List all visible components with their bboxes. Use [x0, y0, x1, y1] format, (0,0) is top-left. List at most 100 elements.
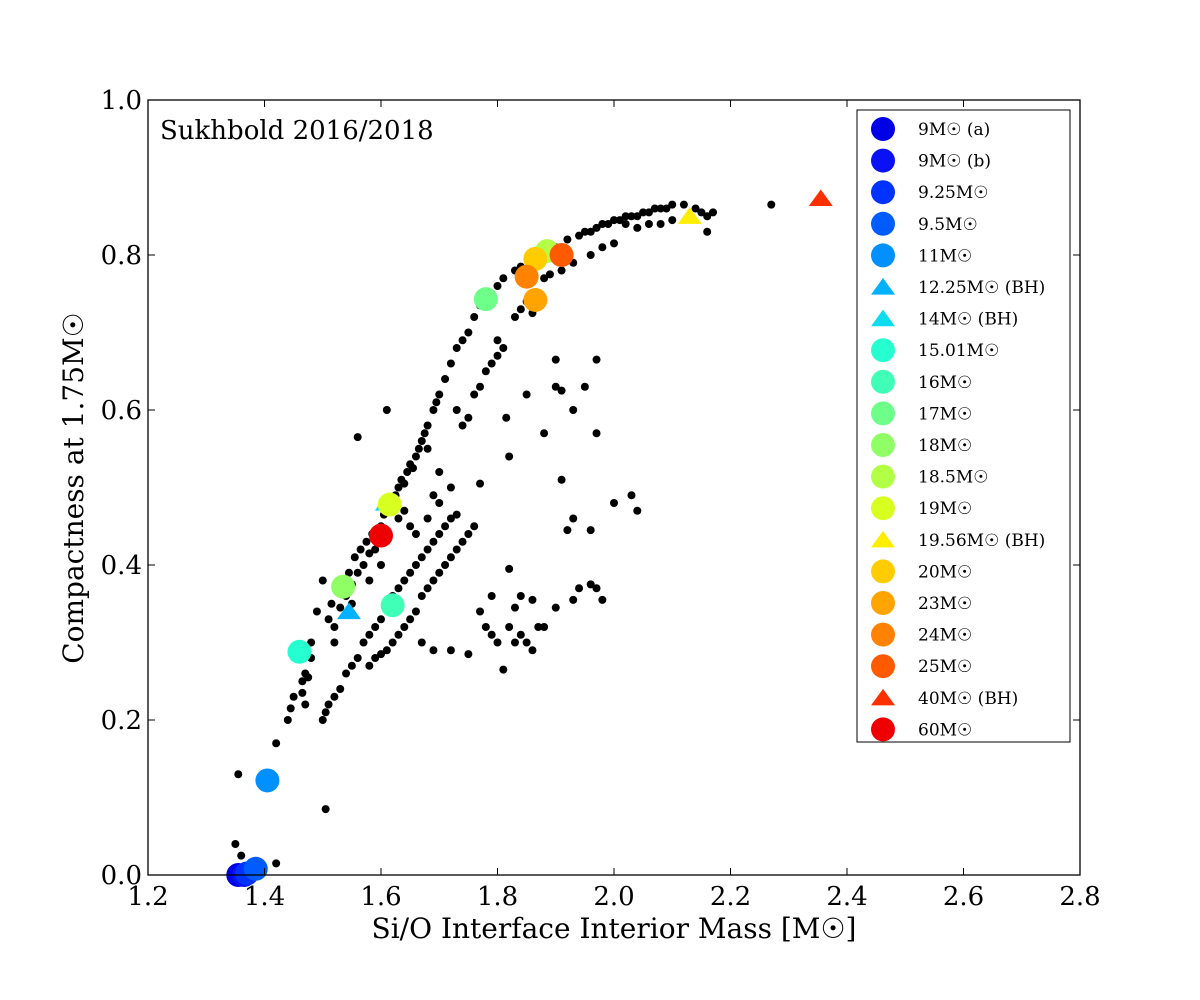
background-point: [557, 266, 566, 275]
background-point: [703, 227, 712, 236]
series-point-40m-bh: [808, 189, 833, 207]
background-point: [347, 661, 356, 670]
background-point: [580, 382, 589, 391]
background-point: [499, 344, 508, 352]
background-point: [362, 537, 371, 546]
background-point: [493, 638, 502, 647]
background-point: [359, 561, 368, 569]
background-point: [662, 204, 671, 213]
background-point: [598, 595, 607, 604]
series-point-60m: [369, 523, 393, 548]
x-tick-label: 2.8: [1059, 882, 1100, 912]
background-point: [621, 212, 630, 221]
background-point: [417, 592, 426, 600]
background-point: [650, 204, 659, 213]
background-point: [505, 564, 514, 573]
background-point: [377, 650, 385, 659]
background-point: [627, 491, 636, 500]
series-point-25m: [549, 243, 574, 267]
legend-marker-20m: [871, 559, 895, 584]
background-point: [371, 545, 380, 554]
x-tick-label: 1.8: [477, 882, 518, 912]
background-point: [470, 313, 479, 321]
background-point: [592, 584, 601, 593]
series-point-15.01m: [287, 639, 312, 664]
legend-label: 60M☉: [918, 720, 972, 740]
background-point: [394, 584, 403, 593]
background-point: [592, 223, 601, 232]
background-point: [435, 530, 444, 538]
legend-marker-9m-a: [871, 117, 895, 141]
legend-label: 16M☉: [918, 373, 972, 393]
background-point: [551, 355, 560, 364]
legend-label: 19.56M☉ (BH): [918, 531, 1045, 551]
y-tick-label: 0.6: [101, 396, 142, 426]
background-point: [458, 537, 467, 546]
background-point: [502, 413, 511, 422]
background-point: [639, 208, 648, 217]
background-point: [353, 433, 362, 442]
background-point: [324, 700, 333, 709]
background-point: [633, 212, 642, 221]
background-point: [586, 580, 595, 589]
legend-marker-23m: [871, 591, 895, 615]
background-point: [283, 716, 292, 724]
background-point: [481, 367, 490, 376]
background-point: [487, 592, 496, 600]
legend-label: 15.01M☉: [918, 341, 999, 361]
background-point: [557, 475, 566, 484]
legend-marker-40m-bh: [871, 688, 895, 706]
background-point: [487, 359, 496, 368]
legend-label: 23M☉: [918, 594, 972, 614]
background-point: [615, 216, 624, 225]
background-point: [644, 208, 653, 217]
legend-marker-60m: [871, 717, 895, 742]
background-point: [516, 630, 525, 639]
background-point: [411, 607, 420, 616]
background-point: [656, 220, 665, 228]
background-point: [429, 406, 438, 414]
series-point-12.25m-bh: [336, 602, 361, 620]
background-point: [423, 514, 432, 523]
background-point: [231, 840, 240, 848]
background-point: [441, 375, 450, 383]
background-point: [394, 483, 403, 492]
background-point: [417, 437, 426, 445]
background-point: [382, 406, 391, 414]
series-point-20m: [523, 246, 548, 271]
background-point: [604, 220, 613, 228]
legend-label: 20M☉: [918, 562, 972, 582]
background-point: [493, 282, 502, 290]
background-point: [435, 499, 444, 507]
legend-marker-17m: [871, 401, 895, 426]
background-point: [353, 654, 362, 662]
background-point: [493, 336, 502, 345]
background-point: [394, 514, 403, 523]
background-point: [429, 491, 438, 500]
legend-marker-19m: [871, 496, 895, 521]
series-point-23m: [523, 287, 548, 312]
background-point: [423, 545, 432, 554]
background-point: [400, 623, 409, 631]
background-point: [522, 390, 531, 399]
background-point: [464, 413, 473, 422]
background-point: [417, 553, 426, 562]
background-point: [446, 514, 455, 523]
legend-label: 12.25M☉ (BH): [918, 278, 1045, 298]
legend: 9M☉ (a) 9M☉ (b) 9.25M☉ 9.5M☉ 11M☉ 12.25M☉ (BH…: [856, 109, 1071, 743]
legend-label: 24M☉: [918, 626, 972, 646]
background-point: [476, 607, 485, 616]
background-point: [365, 630, 374, 639]
background-point: [377, 561, 385, 569]
background-point: [505, 452, 514, 461]
background-point: [365, 661, 374, 670]
background-point: [435, 468, 444, 476]
background-point: [510, 603, 519, 612]
legend-marker-24m: [871, 622, 895, 647]
series-point-19m: [377, 492, 402, 517]
background-point: [540, 623, 549, 631]
background-point: [406, 615, 415, 624]
background-point: [406, 568, 415, 577]
background-point: [633, 223, 642, 232]
